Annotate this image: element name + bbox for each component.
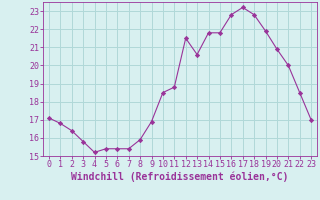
X-axis label: Windchill (Refroidissement éolien,°C): Windchill (Refroidissement éolien,°C) (71, 172, 289, 182)
